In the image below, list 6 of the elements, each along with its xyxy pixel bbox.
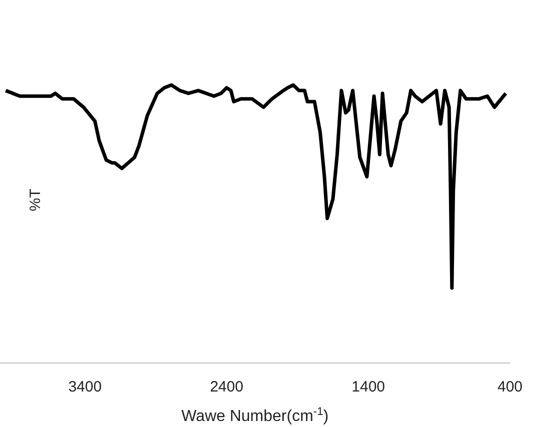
- x-axis-title: Wawe Number(cm$^{-1}$): [181, 406, 329, 425]
- x-tick-label: 3400: [68, 378, 102, 396]
- y-axis-title: %T: [27, 188, 44, 212]
- x-tick-label: 2400: [210, 378, 244, 396]
- x-tick-label: 1400: [352, 378, 386, 396]
- x-tick-label: 400: [497, 378, 523, 396]
